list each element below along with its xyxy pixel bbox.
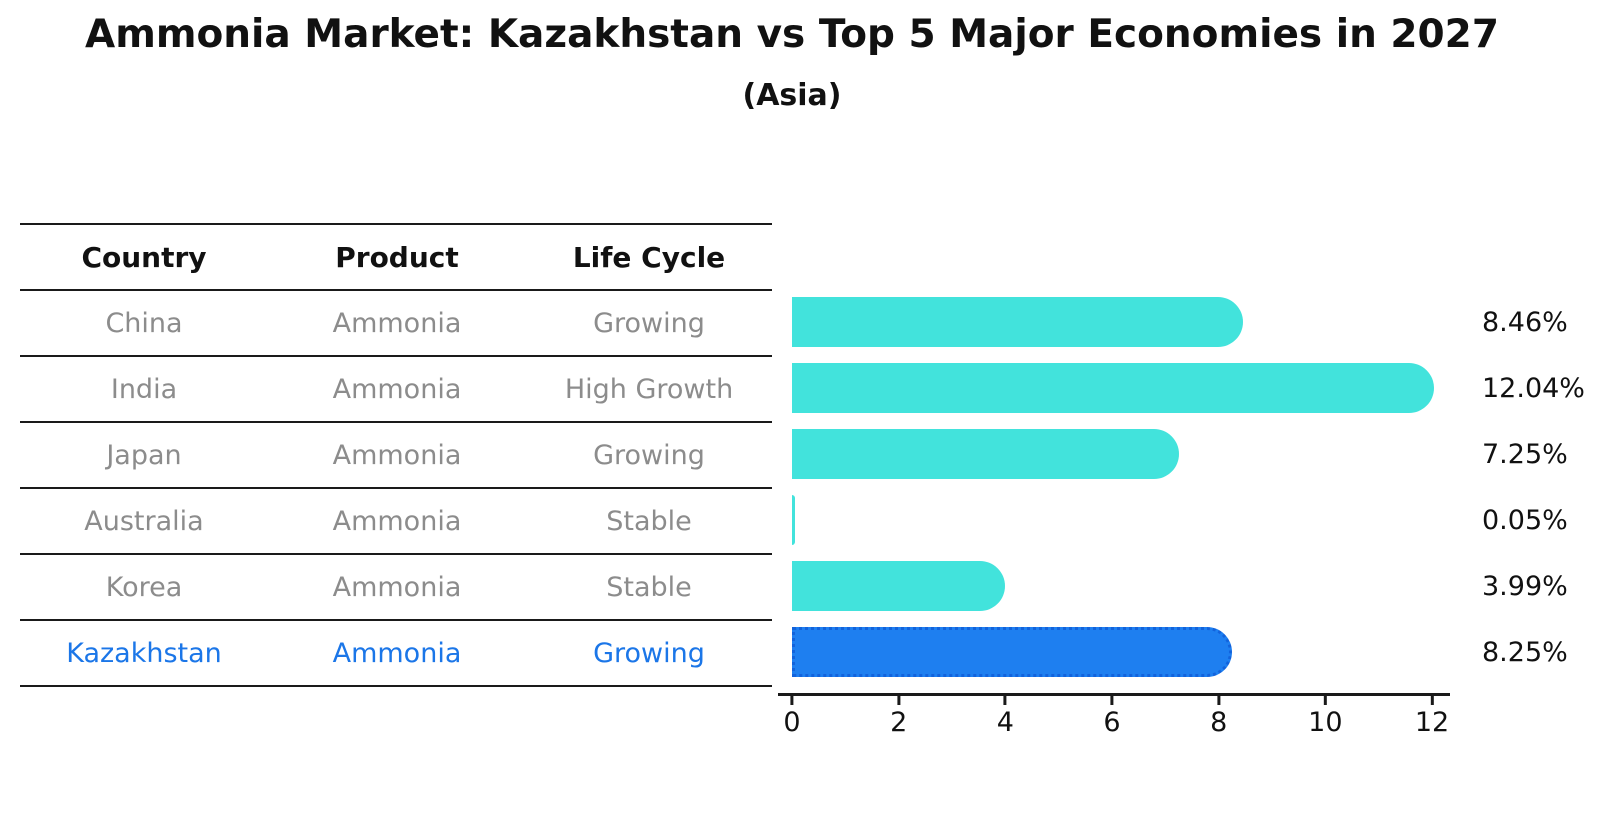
x-tick: 12: [1415, 696, 1449, 736]
tick-label: 2: [890, 707, 908, 738]
figure-title: Ammonia Market: Kazakhstan vs Top 5 Majo…: [85, 12, 1499, 57]
cell-life-cycle: Stable: [606, 571, 692, 603]
bar-row: [792, 553, 1448, 619]
bar-row: [792, 619, 1448, 685]
x-tick: 8: [1210, 696, 1227, 736]
table-header-row: Country Product Life Cycle: [20, 225, 772, 291]
tick-label: 12: [1414, 707, 1450, 738]
header-cell-life-cycle: Life Cycle: [572, 240, 726, 274]
cell-product: Ammonia: [332, 307, 462, 339]
bar-row: [792, 355, 1448, 421]
value-label-china: 8.46%: [1482, 306, 1568, 338]
tick-mark: [790, 696, 794, 705]
bar-australia: [792, 495, 795, 545]
cell-country: Kazakhstan: [66, 637, 222, 669]
tick-label: 6: [1103, 707, 1121, 738]
cell-life-cycle: Growing: [593, 439, 705, 471]
x-tick: 0: [783, 696, 801, 738]
tick-label: 10: [1308, 707, 1343, 738]
x-tick: 4: [997, 696, 1014, 736]
value-labels: 8.46% 12.04% 7.25% 0.05% 3.99% 8.25%: [1482, 289, 1602, 685]
cell-product: Ammonia: [332, 505, 462, 537]
x-tick: 2: [890, 696, 907, 736]
cell-life-cycle: High Growth: [564, 373, 734, 405]
cell-life-cycle: Growing: [593, 307, 705, 339]
header-cell-country: Country: [81, 240, 207, 274]
table-row-kazakhstan: Kazakhstan Ammonia Growing: [20, 621, 772, 687]
cell-product: Ammonia: [332, 571, 462, 603]
value-label-kazakhstan: 8.25%: [1482, 636, 1568, 668]
bar-row: [792, 487, 1448, 553]
bar-japan: [792, 429, 1179, 479]
cell-product: Ammonia: [332, 439, 462, 471]
bar-plot-area: [792, 289, 1448, 685]
bar-kazakhstan: [792, 627, 1232, 677]
cell-country: Japan: [106, 439, 182, 471]
table-row-korea: Korea Ammonia Stable: [20, 555, 772, 621]
value-label-japan: 7.25%: [1482, 438, 1568, 470]
bar-row: [792, 421, 1448, 487]
cell-life-cycle: Stable: [606, 505, 692, 537]
value-label-australia: 0.05%: [1482, 504, 1568, 536]
x-axis-line: [778, 693, 1450, 696]
figure-subtitle: (Asia): [742, 78, 842, 113]
cell-product: Ammonia: [332, 637, 462, 669]
tick-mark: [1217, 696, 1221, 705]
cell-product: Ammonia: [332, 373, 462, 405]
table-row-australia: Australia Ammonia Stable: [20, 489, 772, 555]
tick-mark: [1323, 696, 1327, 705]
value-label-korea: 3.99%: [1482, 570, 1568, 602]
table-row-japan: Japan Ammonia Growing: [20, 423, 772, 489]
bar-row: [792, 289, 1448, 355]
tick-mark: [897, 696, 901, 705]
cell-country: Korea: [105, 571, 183, 603]
tick-mark: [1110, 696, 1114, 705]
tick-label: 8: [1210, 707, 1228, 738]
bar-china: [792, 297, 1244, 347]
bar-india: [792, 363, 1435, 413]
x-axis-ticks: 0 2 4 6 8 10 12: [783, 696, 1449, 746]
cell-country: Australia: [84, 505, 204, 537]
table-row-china: China Ammonia Growing: [20, 291, 772, 357]
x-tick: 10: [1308, 696, 1343, 738]
tick-label: 4: [996, 707, 1014, 738]
cell-life-cycle: Growing: [593, 637, 705, 669]
cell-country: India: [110, 373, 178, 405]
tick-mark: [1003, 696, 1007, 705]
cell-country: China: [105, 307, 183, 339]
x-tick: 6: [1103, 696, 1121, 738]
data-table: Country Product Life Cycle China Ammonia…: [20, 223, 772, 687]
header-cell-product: Product: [335, 240, 459, 274]
bar-korea: [792, 561, 1005, 611]
value-label-india: 12.04%: [1482, 372, 1585, 404]
tick-label: 0: [783, 707, 801, 738]
tick-mark: [1430, 696, 1434, 705]
table-row-india: India Ammonia High Growth: [20, 357, 772, 423]
